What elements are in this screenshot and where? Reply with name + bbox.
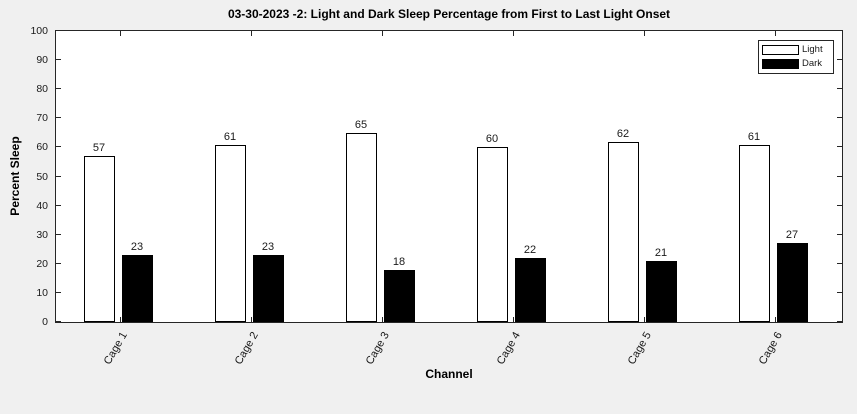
- chart-title: 03-30-2023 -2: Light and Dark Sleep Perc…: [227, 7, 671, 21]
- legend-swatch-light-icon: [762, 45, 799, 56]
- bar-dark-4: [514, 257, 546, 322]
- y-tick-right: [837, 262, 842, 264]
- y-tick-label: 90: [36, 54, 48, 67]
- y-tick-label: 80: [36, 83, 48, 96]
- y-tick-label: 30: [36, 228, 48, 241]
- bar-dark-2: [252, 255, 284, 322]
- legend-item-dark: Dark: [762, 57, 830, 70]
- bar-value-label: 22: [523, 243, 537, 256]
- bar-value-label: 61: [223, 130, 237, 143]
- bar-dark-5: [645, 260, 677, 322]
- bar-light-3: [345, 132, 377, 322]
- bar-dark-1: [121, 255, 153, 322]
- bar-dark-3: [383, 269, 415, 322]
- y-tick-label: 20: [36, 257, 48, 270]
- bar-value-label: 21: [654, 246, 668, 259]
- y-tick-right: [837, 30, 842, 31]
- x-category-label: Cage 2: [232, 330, 261, 367]
- y-tick-right: [837, 146, 842, 148]
- y-tick-label: 60: [36, 141, 48, 154]
- x-tick-top: [774, 31, 776, 36]
- y-tick-left: [56, 30, 61, 31]
- bar-light-4: [476, 147, 508, 322]
- bar-value-label: 65: [354, 118, 368, 131]
- bar-value-label: 23: [130, 241, 144, 254]
- x-tick-top: [119, 31, 121, 36]
- x-tick-bottom: [774, 317, 776, 322]
- y-tick-right: [837, 59, 842, 61]
- y-tick-left: [56, 117, 61, 119]
- y-tick-left: [56, 233, 61, 235]
- y-tick-right: [837, 291, 842, 293]
- plot-area: 57 23 61 23 65 18 60 22 62 21 61 27: [55, 30, 843, 323]
- y-tick-label: 100: [30, 25, 48, 37]
- y-tick-label: 40: [36, 199, 48, 212]
- x-category-label: Cage 4: [494, 330, 523, 367]
- legend-label-dark: Dark: [802, 57, 823, 69]
- legend-label-light: Light: [802, 44, 823, 56]
- bar-dark-6: [776, 243, 808, 322]
- bar-value-label: 27: [785, 229, 799, 242]
- y-tick-right: [837, 321, 842, 322]
- y-tick-left: [56, 59, 61, 61]
- y-tick-left: [56, 204, 61, 206]
- y-tick-right: [837, 117, 842, 119]
- x-category-label: Cage 1: [101, 330, 130, 367]
- x-tick-top: [643, 31, 645, 36]
- x-tick-bottom: [250, 317, 252, 322]
- legend-item-light: Light: [762, 44, 830, 57]
- bar-value-label: 18: [392, 255, 406, 268]
- x-tick-bottom: [643, 317, 645, 322]
- x-tick-top: [512, 31, 514, 36]
- y-tick-left: [56, 175, 61, 177]
- y-tick-right: [837, 88, 842, 90]
- bar-value-label: 60: [485, 133, 499, 146]
- legend: Light Dark: [758, 40, 834, 74]
- bar-value-label: 23: [261, 241, 275, 254]
- x-tick-bottom: [381, 317, 383, 322]
- y-tick-right: [837, 175, 842, 177]
- y-tick-right: [837, 204, 842, 206]
- legend-swatch-dark-icon: [762, 58, 799, 69]
- x-category-label: Cage 6: [756, 330, 785, 367]
- x-tick-top: [381, 31, 383, 36]
- bar-value-label: 61: [747, 130, 761, 143]
- y-tick-label: 0: [42, 316, 48, 328]
- x-axis-label: Channel: [425, 367, 473, 381]
- y-tick-left: [56, 291, 61, 293]
- y-tick-label: 50: [36, 170, 48, 183]
- bar-light-6: [738, 144, 770, 322]
- x-category-label: Cage 5: [625, 330, 654, 367]
- y-tick-label: 10: [36, 286, 48, 299]
- bar-value-label: 62: [616, 127, 630, 140]
- x-tick-bottom: [512, 317, 514, 322]
- y-tick-left: [56, 88, 61, 90]
- bar-light-1: [83, 156, 115, 322]
- bar-light-2: [214, 144, 246, 322]
- x-tick-top: [250, 31, 252, 36]
- y-tick-right: [837, 233, 842, 235]
- bar-light-5: [607, 141, 639, 322]
- y-tick-label: 70: [36, 112, 48, 125]
- y-tick-left: [56, 146, 61, 148]
- y-tick-left: [56, 262, 61, 264]
- x-category-label: Cage 3: [363, 330, 392, 367]
- bar-value-label: 57: [92, 142, 106, 155]
- y-tick-left: [56, 321, 61, 322]
- x-tick-bottom: [119, 317, 121, 322]
